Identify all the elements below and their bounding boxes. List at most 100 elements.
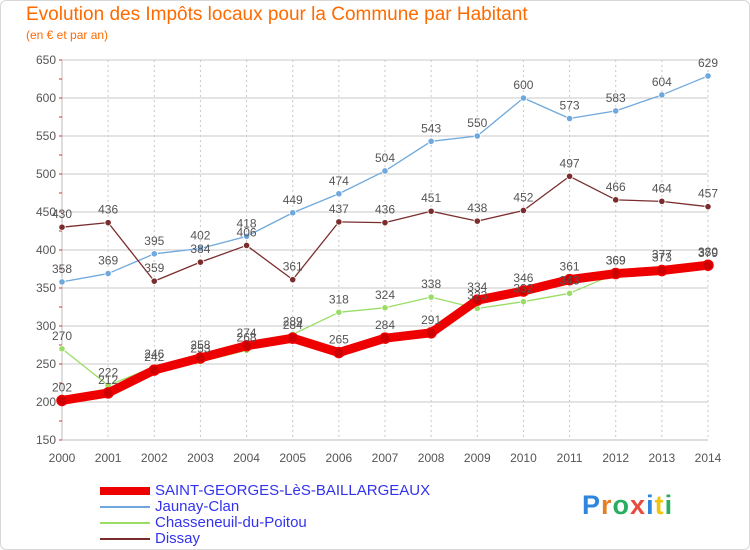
data-label: 600 (513, 78, 533, 92)
data-point (519, 206, 528, 215)
data-label: 379 (698, 246, 718, 260)
data-point (704, 72, 712, 80)
y-tick-label: 450 (36, 205, 56, 219)
data-label: 253 (190, 342, 210, 356)
x-tick-label: 2001 (95, 451, 122, 465)
data-label: 436 (375, 203, 395, 217)
data-label: 318 (329, 292, 349, 306)
data-label: 418 (237, 216, 257, 230)
legend-label-dissay: Dissay (155, 530, 201, 547)
legend-swatch-jaunay-clan (100, 506, 150, 508)
x-tick-label: 2009 (464, 451, 491, 465)
data-label: 274 (237, 326, 257, 340)
data-point (150, 250, 158, 258)
data-label: 377 (652, 247, 672, 261)
x-tick-label: 2011 (557, 451, 583, 465)
legend-swatch-dissay (100, 538, 150, 540)
data-label: 246 (144, 347, 164, 361)
data-point (427, 137, 435, 145)
data-point (658, 91, 666, 99)
legend-label-saint-georges: SAINT-GEORGES-LèS-BAILLARGEAUX (155, 482, 431, 499)
y-tick-label: 600 (36, 91, 56, 105)
data-label: 430 (52, 207, 72, 221)
data-label: 346 (513, 271, 533, 285)
data-point (58, 223, 66, 231)
data-point (289, 276, 297, 284)
data-label: 438 (467, 201, 487, 215)
data-point (150, 277, 158, 285)
data-label: 449 (283, 193, 303, 207)
x-tick-label: 2010 (510, 451, 537, 465)
data-point (381, 167, 389, 175)
y-tick-label: 150 (36, 433, 56, 447)
data-label: 291 (421, 313, 441, 327)
data-label: 361 (560, 260, 580, 274)
x-tick-label: 2007 (372, 451, 399, 465)
data-label: 332 (513, 282, 533, 296)
x-tick-label: 2005 (279, 451, 306, 465)
data-point (148, 364, 161, 376)
data-point (517, 285, 530, 297)
data-point (335, 308, 343, 316)
legend-swatch-chasseneuil (100, 522, 150, 524)
logo-letter: x (630, 490, 647, 520)
data-label: 212 (98, 373, 118, 387)
data-label: 629 (698, 56, 718, 70)
y-tick-label: 200 (36, 395, 56, 409)
data-point (242, 241, 251, 250)
y-tick-label: 350 (36, 281, 56, 295)
y-tick-label: 400 (36, 243, 56, 257)
data-label: 265 (329, 333, 349, 347)
data-label: 369 (606, 254, 626, 268)
data-point (104, 269, 112, 278)
x-tick-label: 2014 (695, 451, 722, 465)
logo-letter: i (664, 490, 674, 520)
data-label: 343 (560, 273, 580, 287)
data-point (335, 190, 343, 198)
data-label: 504 (375, 151, 395, 165)
data-label: 380 (698, 245, 718, 259)
logo-letter: r (601, 490, 613, 520)
data-point (286, 332, 299, 344)
data-point (56, 394, 68, 407)
x-tick-label: 2012 (602, 451, 629, 465)
data-point (612, 107, 620, 115)
logo-letter: o (612, 490, 631, 520)
x-tick-label: 2003 (187, 451, 214, 465)
data-point (704, 203, 712, 211)
y-tick-label: 300 (36, 319, 56, 333)
data-label: 406 (237, 225, 257, 239)
data-label: 242 (144, 350, 164, 364)
data-point (565, 289, 574, 297)
data-label: 222 (98, 365, 118, 379)
data-label: 550 (467, 116, 487, 130)
logo-letter: t (654, 490, 665, 520)
data-point (242, 232, 251, 240)
data-point (335, 218, 343, 226)
x-tick-label: 2008 (418, 451, 445, 465)
chart-subtitle: (en € et par an) (26, 28, 109, 42)
data-label: 452 (513, 190, 533, 204)
data-label: 289 (283, 314, 303, 328)
data-label: 464 (652, 181, 672, 195)
data-label: 543 (421, 121, 441, 135)
data-label: 583 (606, 91, 626, 105)
y-tick-label: 650 (36, 53, 56, 67)
data-point (104, 219, 112, 227)
data-point (427, 293, 435, 301)
proxiti-logo: Proxiti (582, 490, 673, 521)
y-tick-label: 250 (36, 357, 56, 371)
data-label: 202 (52, 380, 72, 394)
data-point (381, 219, 389, 227)
data-label: 258 (190, 338, 210, 352)
data-point (565, 114, 574, 123)
data-point (381, 304, 389, 312)
x-tick-label: 2013 (649, 451, 676, 465)
data-point (196, 258, 205, 266)
data-label: 395 (144, 234, 164, 248)
data-label: 323 (467, 289, 487, 303)
data-label: 474 (329, 174, 349, 188)
data-label: 334 (467, 280, 487, 294)
data-point (702, 259, 714, 271)
